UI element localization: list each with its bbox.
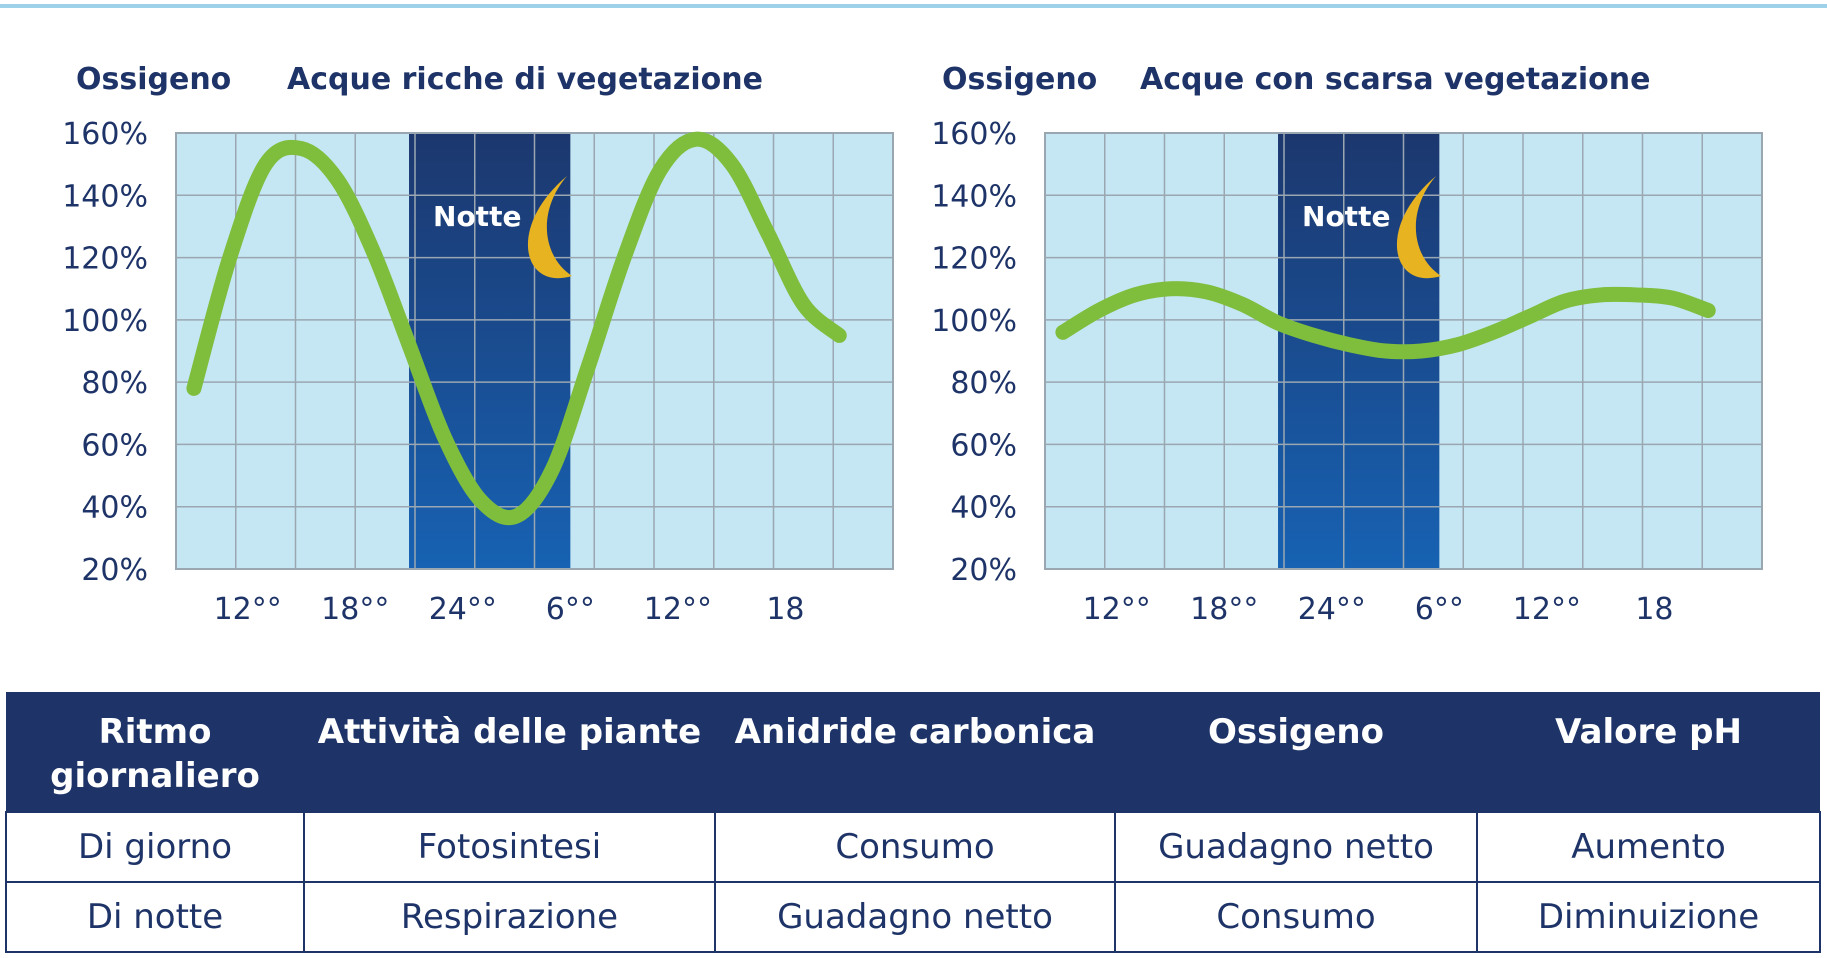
- x-tick-label: 6°°: [1415, 592, 1464, 627]
- table-cell: Fotosintesi: [303, 811, 716, 883]
- night-label: Notte: [1302, 200, 1390, 233]
- y-tick-label: 160%: [62, 117, 148, 152]
- oxygen-charts: Ossigeno Acque ricche di vegetazione Not…: [62, 62, 1763, 627]
- header-plant-activity: Attività delle piante: [304, 692, 715, 812]
- table-cell: Respirazione: [303, 881, 716, 953]
- moon-icon: [527, 176, 573, 279]
- header-daily-rhythm: Ritmo giornaliero: [6, 692, 304, 812]
- y-tick-label: 40%: [81, 491, 148, 526]
- table-cell: Di giorno: [5, 811, 305, 883]
- y-tick-label: 80%: [950, 366, 1017, 401]
- y-tick-label: 20%: [81, 553, 148, 588]
- table-cell: Guadagno netto: [714, 881, 1116, 953]
- chart-ylabel: Ossigeno: [76, 62, 231, 97]
- x-tick-label: 24°°: [429, 592, 497, 627]
- plot-border: [1044, 132, 1763, 570]
- y-tick-label: 140%: [62, 179, 148, 214]
- day-night-table: Ritmo giornaliero Attività delle piante …: [5, 692, 1821, 953]
- y-tick-label: 140%: [931, 179, 1017, 214]
- y-tick-label: 120%: [931, 242, 1017, 277]
- chart-title: Acque ricche di vegetazione: [287, 62, 763, 97]
- table-row: Di notte Respirazione Guadagno netto Con…: [5, 881, 1821, 953]
- x-tick-label: 18°°: [1190, 592, 1258, 627]
- chart-rich-vegetation: Ossigeno Acque ricche di vegetazione Not…: [62, 62, 894, 627]
- y-tick-label: 160%: [931, 117, 1017, 152]
- table-cell: Guadagno netto: [1114, 811, 1478, 883]
- top-divider: [0, 4, 1827, 8]
- x-tick-label: 12°°: [1513, 592, 1581, 627]
- table-header-row: Ritmo giornaliero Attività delle piante …: [6, 692, 1820, 812]
- header-oxygen: Ossigeno: [1115, 692, 1477, 812]
- y-tick-label: 60%: [950, 428, 1017, 463]
- y-tick-label: 120%: [62, 242, 148, 277]
- header-ph-value: Valore pH: [1477, 692, 1820, 812]
- y-tick-label: 100%: [931, 304, 1017, 339]
- night-label: Notte: [433, 200, 521, 233]
- grid: [1045, 133, 1762, 569]
- x-tick-label: 18°°: [321, 592, 389, 627]
- x-tick-label: 12°°: [644, 592, 712, 627]
- x-tick-label: 24°°: [1298, 592, 1366, 627]
- chart-ylabel: Ossigeno: [942, 62, 1097, 97]
- y-tick-label: 40%: [950, 491, 1017, 526]
- series-line-oxygen: [186, 131, 847, 526]
- plot-border: [175, 132, 894, 570]
- table-cell: Consumo: [1114, 881, 1478, 953]
- y-tick-label: 80%: [81, 366, 148, 401]
- series-line-oxygen: [1055, 281, 1716, 360]
- x-tick-label: 12°°: [1083, 592, 1151, 627]
- y-tick-label: 100%: [62, 304, 148, 339]
- table-cell: Diminuizione: [1476, 881, 1821, 953]
- x-tick-label: 6°°: [546, 592, 595, 627]
- x-tick-label: 18: [1635, 592, 1673, 627]
- chart-poor-vegetation: Ossigeno Acque con scarsa vegetazione No…: [931, 62, 1763, 627]
- moon-icon: [1396, 176, 1442, 279]
- x-tick-label: 12°°: [214, 592, 282, 627]
- table-cell: Aumento: [1476, 811, 1821, 883]
- chart-title: Acque con scarsa vegetazione: [1140, 62, 1650, 97]
- header-carbon-dioxide: Anidride carbonica: [715, 692, 1115, 812]
- y-tick-label: 20%: [950, 553, 1017, 588]
- y-tick-label: 60%: [81, 428, 148, 463]
- table-cell: Consumo: [714, 811, 1116, 883]
- table-cell: Di notte: [5, 881, 305, 953]
- table-row: Di giorno Fotosintesi Consumo Guadagno n…: [5, 811, 1821, 883]
- x-tick-label: 18: [766, 592, 804, 627]
